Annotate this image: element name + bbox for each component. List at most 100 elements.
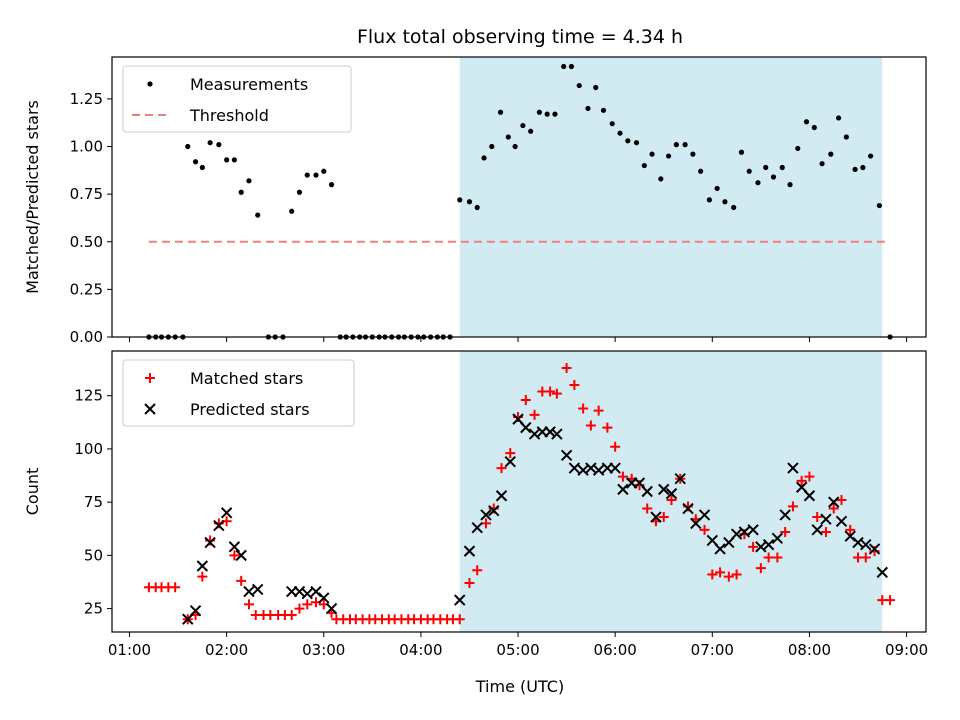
matched-point	[464, 578, 475, 589]
legend-cross-icon	[144, 403, 156, 415]
measurement-point	[207, 140, 213, 146]
matched-point	[787, 501, 798, 512]
measurement-point	[876, 202, 882, 209]
predicted-point	[551, 428, 563, 440]
predicted-point	[204, 536, 216, 549]
plot-frame	[111, 56, 927, 338]
legend-label: Measurements	[190, 75, 308, 94]
y-tick-label: 0.00	[70, 328, 103, 346]
measurement-point	[520, 122, 526, 129]
measurement-point	[489, 143, 495, 150]
measurement-point	[609, 121, 615, 127]
x-axis-label: Time (UTC)	[475, 677, 564, 696]
measurement-point	[474, 204, 480, 211]
matched-point	[836, 495, 847, 506]
top-subplot: 0.00 0.25 0.50 0.75 1.00 1.25 Matched/Predicte…	[23, 56, 927, 346]
measurement-point	[682, 142, 688, 148]
predicted-point	[196, 560, 209, 572]
measurement-point	[860, 164, 866, 171]
predicted-point	[811, 524, 823, 536]
measurement-point	[600, 107, 607, 113]
measurement-point	[633, 140, 640, 146]
measurement-point	[568, 63, 575, 70]
measurement-point	[231, 157, 237, 163]
predicted-point	[235, 549, 247, 562]
matched-point	[748, 541, 759, 552]
bottom-subplot: 01:00 02:00 03:00 04:00 05:00 06:00 07:00 08:00…	[23, 350, 928, 659]
matched-point	[707, 569, 718, 580]
matched-point	[569, 380, 580, 391]
matched-point	[780, 526, 791, 537]
measurement-point	[690, 151, 696, 157]
y-tick-label: 0.50	[70, 233, 103, 251]
matched-point	[845, 524, 856, 535]
measurement-point	[738, 149, 745, 155]
measurement-point	[714, 185, 720, 192]
matched-point	[828, 503, 839, 514]
matched-point	[505, 448, 516, 459]
predicted-point	[698, 509, 711, 521]
measurement-point	[803, 119, 810, 125]
x-tick-label: 05:00	[496, 641, 539, 659]
measurement-point	[576, 82, 582, 89]
matched-point	[723, 571, 734, 582]
matched-point	[602, 422, 613, 433]
y-tick-label: 0.25	[70, 280, 103, 298]
measurement-point	[665, 153, 672, 159]
predicted-point	[480, 509, 492, 521]
predicted-point	[787, 462, 799, 474]
matched-point	[578, 403, 589, 414]
measurement-point	[852, 166, 858, 172]
matched-point	[585, 420, 596, 431]
measurement-point	[698, 168, 704, 174]
predicted-point	[771, 532, 784, 545]
measurement-point	[658, 176, 664, 182]
predicted-point	[251, 583, 264, 596]
matched-point	[610, 441, 621, 452]
chart-title: Flux total observing time = 4.34 h	[357, 26, 683, 48]
matched-point	[715, 567, 726, 578]
x-tick-label: 09:00	[885, 641, 928, 659]
predicted-point	[568, 462, 581, 474]
measurement-point	[289, 208, 295, 214]
predicted-point	[738, 526, 751, 538]
predicted-point	[189, 605, 202, 617]
x-tick-label: 07:00	[691, 641, 734, 659]
matched-point	[658, 512, 669, 523]
matched-point	[666, 495, 677, 506]
legend-label: Threshold	[189, 106, 269, 125]
predicted-point	[609, 462, 621, 474]
predicted-point	[520, 421, 532, 434]
predicted-point	[325, 602, 338, 615]
predicted-point	[665, 487, 678, 500]
measurement-point	[763, 164, 769, 171]
measurement-point	[593, 84, 599, 91]
legend-plus-icon	[145, 373, 155, 383]
predicted-point	[454, 594, 466, 606]
measurement-point	[224, 157, 230, 163]
matched-point	[763, 552, 774, 563]
measurement-point	[828, 151, 834, 157]
measurement-point	[835, 115, 842, 121]
matched-point	[561, 363, 572, 374]
matched-point	[772, 552, 783, 563]
measurement-point	[544, 111, 550, 117]
measurement-point	[811, 124, 817, 131]
measurement-point	[536, 109, 542, 115]
predicted-point	[301, 587, 313, 600]
measurement-point	[746, 168, 752, 174]
predicted-point	[820, 513, 832, 525]
matched-point	[302, 599, 313, 610]
measurement-point	[868, 153, 874, 159]
plot-frame	[111, 350, 927, 633]
measurement-point	[819, 161, 825, 167]
y-tick-label: 1.25	[70, 90, 103, 108]
predicted-point	[803, 490, 816, 502]
measurement-point	[795, 145, 801, 152]
matched-point	[812, 512, 823, 523]
measurement-point	[561, 63, 567, 70]
series-measurements	[146, 63, 893, 340]
y-tick-label: 0.75	[70, 185, 103, 203]
x-tick-label: 02:00	[205, 641, 248, 659]
x-tick-label: 01:00	[108, 641, 151, 659]
